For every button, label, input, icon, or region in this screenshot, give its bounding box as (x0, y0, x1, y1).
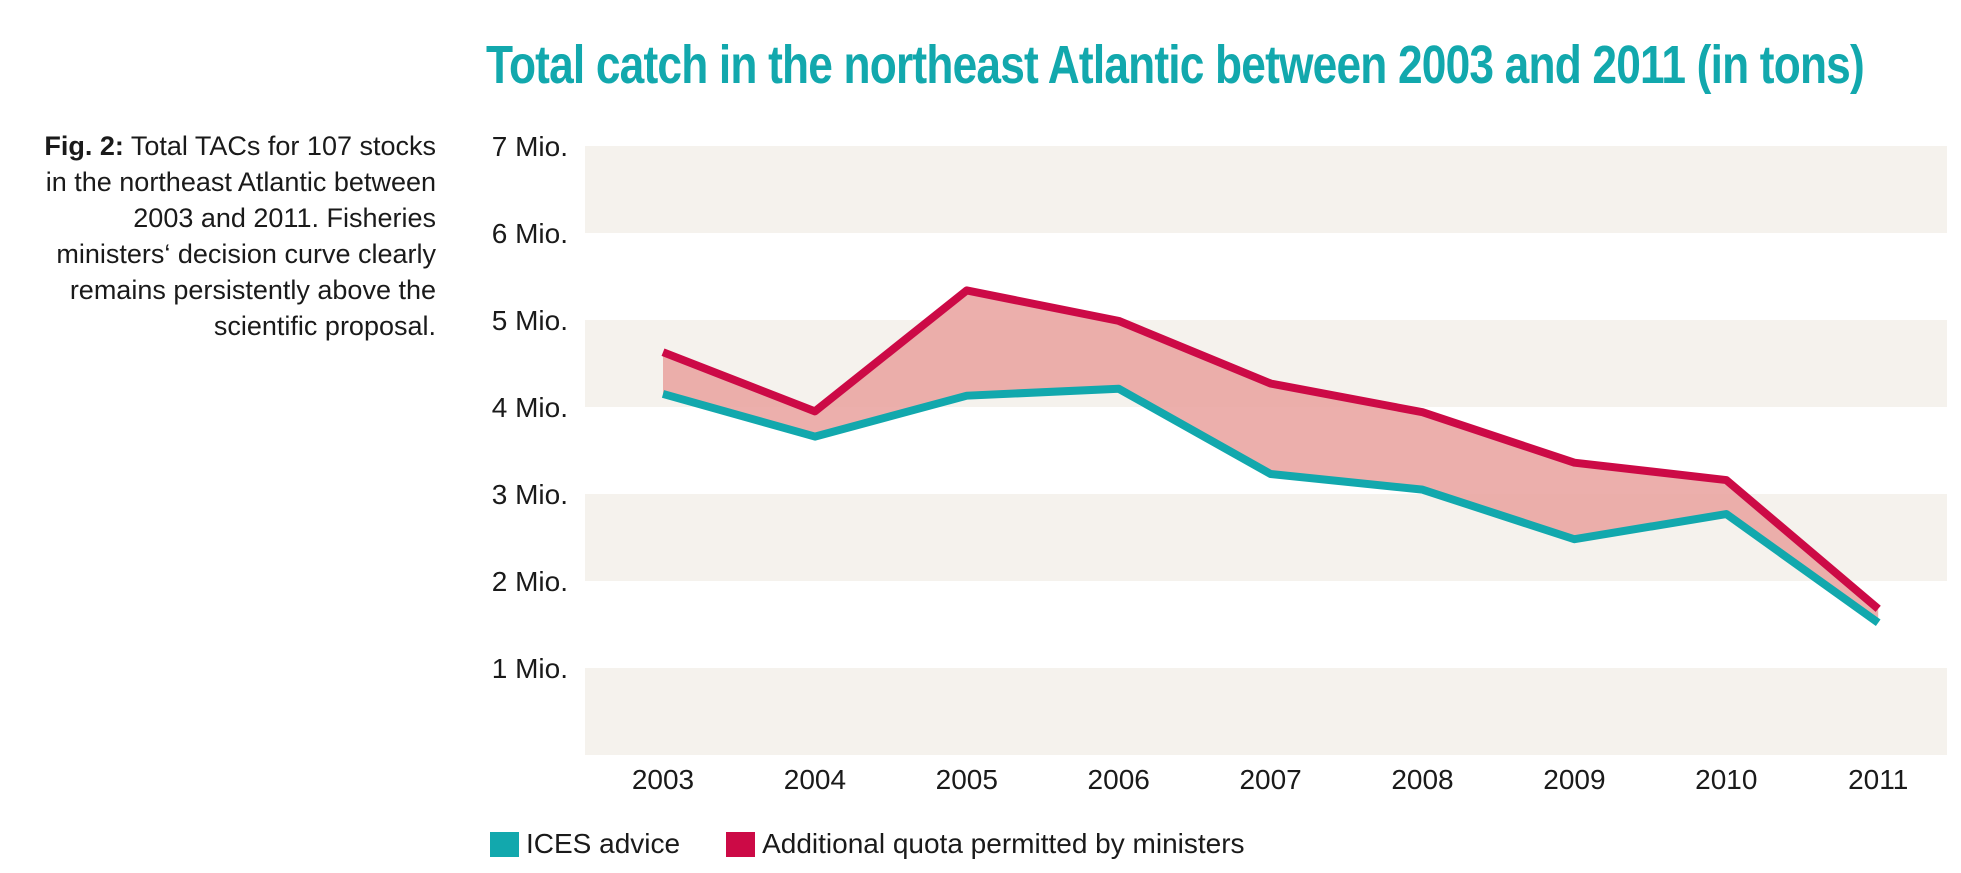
x-axis: 2003 2004 2005 2006 2007 2008 2009 2010 2011 (632, 764, 1908, 795)
background-band (585, 668, 1947, 755)
legend-item-ices-advice: ICES advice (490, 828, 680, 860)
y-tick-label: 5 Mio. (492, 305, 568, 336)
caption-label: Fig. 2: (44, 131, 124, 161)
ministers-quota-line (661, 286, 1881, 612)
y-tick-label: 3 Mio. (492, 479, 568, 510)
x-tick-label: 2005 (936, 764, 998, 795)
x-tick-label: 2007 (1239, 764, 1301, 795)
y-axis: 1 Mio. 2 Mio. 3 Mio. 4 Mio. 5 Mio. 6 Mio. 7 Mi… (492, 131, 568, 684)
y-tick-label: 2 Mio. (492, 566, 568, 597)
figure-caption: Fig. 2: Total TACs for 107 stocks in the… (16, 128, 436, 344)
x-tick-label: 2003 (632, 764, 694, 795)
legend-swatch-ices-advice (490, 831, 519, 857)
background-bands (585, 146, 1947, 755)
y-tick-label: 4 Mio. (492, 392, 568, 423)
caption-text: Total TACs for 107 stocks in the northea… (45, 131, 436, 341)
x-tick-label: 2009 (1543, 764, 1605, 795)
legend: ICES advice Additional quota permitted b… (490, 828, 1291, 860)
chart-title: Total catch in the northeast Atlantic be… (486, 35, 1865, 95)
background-band (585, 146, 1947, 233)
plot-area (661, 286, 1881, 627)
y-tick-label: 7 Mio. (492, 131, 568, 162)
x-tick-label: 2006 (1088, 764, 1150, 795)
legend-swatch-ministers-quota (726, 831, 756, 857)
ices-advice-line (661, 384, 1881, 627)
x-tick-label: 2004 (784, 764, 846, 795)
y-tick-label: 1 Mio. (492, 653, 568, 684)
x-tick-label: 2008 (1391, 764, 1453, 795)
x-tick-label: 2011 (1848, 764, 1908, 795)
x-tick-label: 2010 (1695, 764, 1757, 795)
legend-label-ices-advice: ICES advice (526, 828, 681, 859)
legend-item-ministers-quota: Additional quota permitted by ministers (726, 828, 1245, 860)
legend-label-ministers-quota: Additional quota permitted by ministers (762, 828, 1245, 859)
y-tick-label: 6 Mio. (492, 218, 568, 249)
gap-area (663, 290, 1879, 623)
